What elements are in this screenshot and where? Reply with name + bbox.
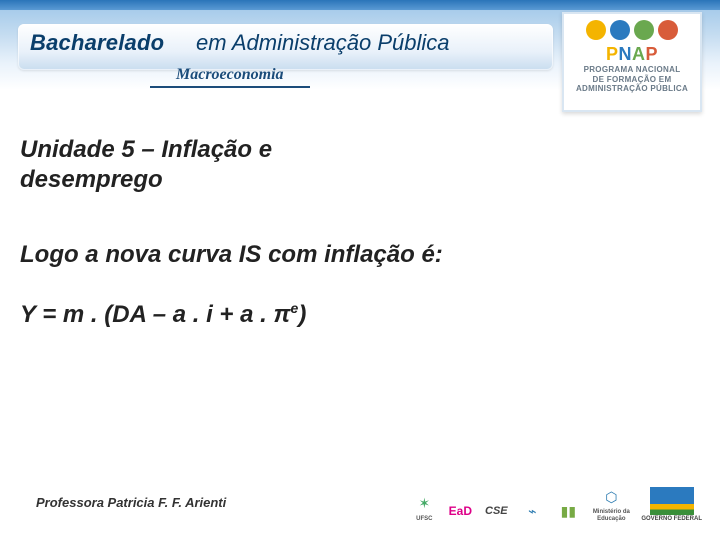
capes-icon: ⌁: [519, 500, 545, 522]
logo-ead: EaD: [447, 500, 473, 522]
pnap-dot-3: [634, 20, 654, 40]
pnap-acronym: P N A P: [606, 44, 658, 65]
pnap-sub1: PROGRAMA NACIONAL: [576, 65, 688, 75]
header-accent: [0, 0, 720, 10]
pnap-letter-a: A: [632, 44, 646, 65]
pnap-subtitle: PROGRAMA NACIONAL DE FORMAÇÃO EM ADMINIS…: [576, 65, 688, 94]
pnap-letter-n: N: [619, 44, 633, 65]
logo-mec: ⬡ Ministério da Educação: [591, 486, 631, 522]
logo-uab: ▮▮: [555, 500, 581, 522]
pnap-letter-p2: P: [646, 44, 659, 65]
cse-icon: CSE: [483, 500, 509, 522]
equation-prefix: Y = m . (DA – a . i + a . π: [20, 301, 291, 328]
professor-credit: Professora Patricia F. F. Arienti: [36, 495, 226, 510]
footer-logos: ✶ UFSC EaD CSE ⌁ ▮▮ ⬡ Ministério da Educ…: [411, 486, 702, 522]
ead-icon: EaD: [447, 500, 473, 522]
pnap-sub3: ADMINISTRAÇÃO PÚBLICA: [576, 84, 688, 94]
logo-cse: CSE: [483, 500, 509, 522]
equation-suffix: ): [298, 301, 306, 328]
ufsc-label: UFSC: [416, 516, 432, 522]
program-rest: em Administração Pública: [196, 30, 450, 56]
gov-label: GOVERNO FEDERAL: [641, 516, 702, 522]
pnap-sub2: DE FORMAÇÃO EM: [576, 75, 688, 85]
logo-ufsc: ✶ UFSC: [411, 493, 437, 522]
pnap-logo: [586, 20, 678, 40]
pnap-box: P N A P PROGRAMA NACIONAL DE FORMAÇÃO EM…: [562, 12, 702, 112]
mec-icon: ⬡: [598, 486, 624, 508]
body-text: Logo a nova curva IS com inflação é:: [20, 240, 480, 270]
subject-label: Macroeconomia: [150, 66, 310, 88]
program-tab: Bacharelado em Administração Pública: [18, 24, 553, 70]
ufsc-icon: ✶: [411, 493, 437, 515]
uab-icon: ▮▮: [555, 500, 581, 522]
gov-flag-icon: [650, 487, 694, 515]
pnap-dot-4: [658, 20, 678, 40]
slide-root: { "header": { "program_line_bold": "Bach…: [0, 0, 720, 540]
equation: Y = m . (DA – a . i + a . πe): [20, 300, 306, 329]
program-bold: Bacharelado: [30, 30, 164, 56]
pnap-dot-2: [610, 20, 630, 40]
pnap-dot-1: [586, 20, 606, 40]
mec-label: Ministério da Educação: [591, 509, 631, 522]
pnap-letter-p1: P: [606, 44, 619, 65]
logo-capes: ⌁: [519, 500, 545, 522]
unit-title: Unidade 5 – Inflação e desemprego: [20, 135, 380, 195]
logo-gov: GOVERNO FEDERAL: [641, 487, 702, 522]
